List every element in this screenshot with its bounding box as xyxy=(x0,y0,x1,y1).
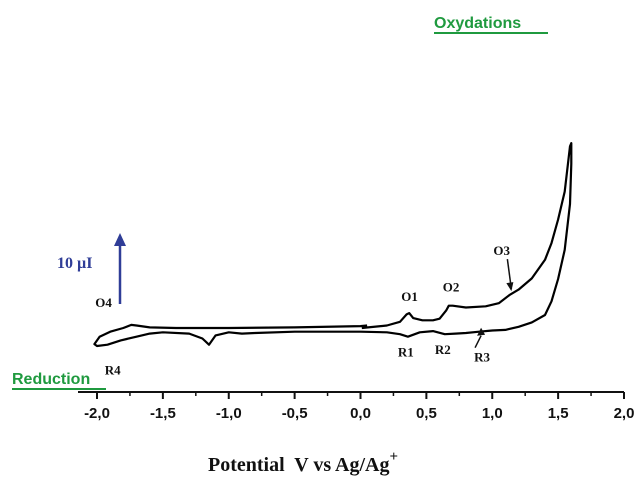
voltammogram-curve xyxy=(93,142,573,348)
current-scale-bar: 10 µI xyxy=(57,233,126,304)
x-tick-label: -0,5 xyxy=(282,405,308,422)
scale-bar-label: 10 µI xyxy=(57,255,92,272)
x-axis-ticks: -2,0 -1,5 -1,0 -0,5 0,0 0,5 1,0 1,5 2,0 xyxy=(84,392,634,422)
peak-label-r1: R1 xyxy=(398,345,414,360)
x-tick-label: -1,5 xyxy=(150,405,176,422)
peak-label-r2: R2 xyxy=(435,342,451,357)
peak-label-o4: O4 xyxy=(95,295,112,310)
peak-arrow-r3 xyxy=(474,335,482,349)
peak-label-r3: R3 xyxy=(474,350,490,365)
oxydations-label: Oxydations xyxy=(434,15,521,32)
x-tick-label: 1,5 xyxy=(548,405,569,422)
reduction-label: Reduction xyxy=(12,371,90,388)
x-tick-label: 0,5 xyxy=(416,405,437,422)
peak-label-o3: O3 xyxy=(493,243,510,258)
x-tick-label: 0,0 xyxy=(350,405,371,422)
peak-arrowhead-icon xyxy=(477,327,486,336)
x-axis-title-main: Potential V vs Ag/Ag xyxy=(208,454,390,476)
x-tick-label: -2,0 xyxy=(84,405,110,422)
peak-label-o2: O2 xyxy=(443,280,460,295)
peak-labels: O1 O2 O3 O4 R1 R2 R3 R4 xyxy=(95,243,514,377)
peak-arrowhead-icon xyxy=(506,282,514,292)
x-tick-label: 2,0 xyxy=(614,405,634,422)
plot-area xyxy=(93,142,573,348)
peak-label-r4: R4 xyxy=(105,362,121,377)
x-tick-label: -1,0 xyxy=(216,405,242,422)
x-axis-title: Potential V vs Ag/Ag+ xyxy=(208,449,398,476)
x-axis-title-superscript: + xyxy=(390,449,399,465)
scale-bar-arrow-icon xyxy=(114,233,126,246)
peak-label-o1: O1 xyxy=(401,289,418,304)
x-tick-label: 1,0 xyxy=(482,405,503,422)
